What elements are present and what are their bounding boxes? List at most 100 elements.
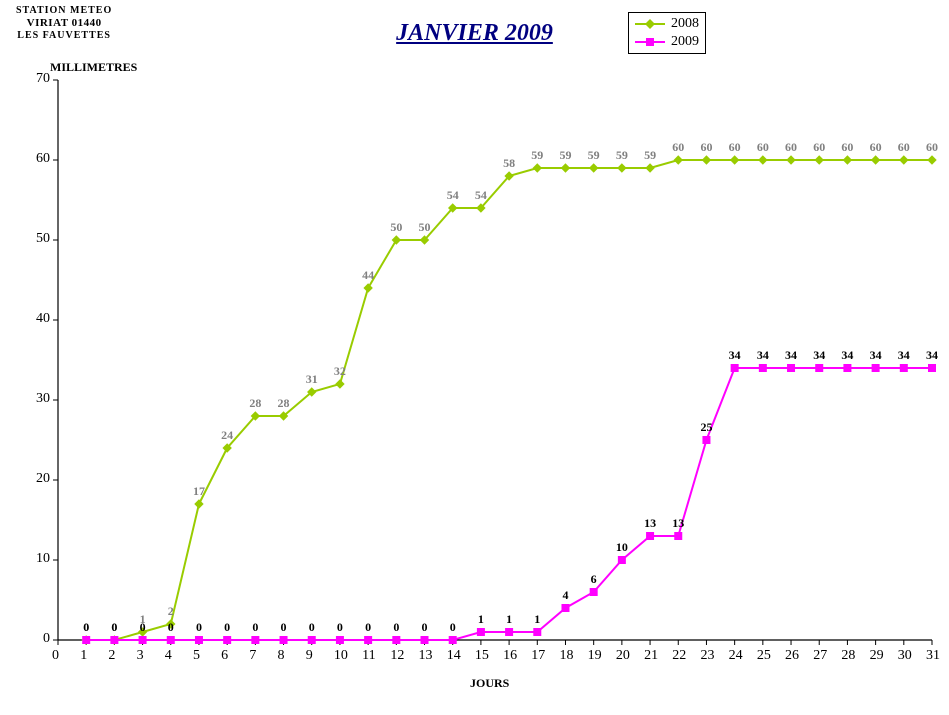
x-tick-label: 25 [757,648,771,664]
data-label: 25 [700,420,712,435]
data-label: 59 [616,148,628,163]
data-label: 0 [196,620,202,635]
data-label: 60 [898,140,910,155]
data-label: 0 [337,620,343,635]
data-label: 59 [588,148,600,163]
data-label: 60 [870,140,882,155]
data-label: 0 [393,620,399,635]
y-tick-label: 30 [36,391,50,407]
data-label: 60 [757,140,769,155]
data-label: 13 [644,516,656,531]
x-tick-label: 24 [729,648,743,664]
data-label: 0 [168,620,174,635]
x-tick-label: 1 [80,648,87,664]
data-label: 32 [334,364,346,379]
data-label: 59 [559,148,571,163]
x-tick-label: 18 [559,648,573,664]
data-label: 54 [447,188,459,203]
data-label: 4 [562,588,568,603]
x-tick-label: 0 [52,648,59,664]
data-label: 34 [926,348,938,363]
data-label: 2 [168,604,174,619]
data-label: 1 [534,612,540,627]
x-tick-label: 20 [616,648,630,664]
data-label: 0 [309,620,315,635]
data-label: 34 [841,348,853,363]
data-label: 60 [841,140,853,155]
data-label: 1 [506,612,512,627]
x-tick-label: 5 [193,648,200,664]
x-tick-label: 23 [700,648,714,664]
data-label: 59 [531,148,543,163]
data-label: 54 [475,188,487,203]
x-tick-label: 19 [588,648,602,664]
data-label: 31 [306,372,318,387]
x-tick-label: 11 [362,648,375,664]
data-label: 34 [898,348,910,363]
x-tick-label: 22 [672,648,686,664]
x-tick-label: 10 [334,648,348,664]
data-label: 0 [83,620,89,635]
data-label: 34 [870,348,882,363]
data-label: 24 [221,428,233,443]
data-label: 59 [644,148,656,163]
data-label: 1 [478,612,484,627]
x-tick-label: 14 [447,648,461,664]
data-label: 0 [365,620,371,635]
x-tick-label: 8 [278,648,285,664]
x-tick-label: 29 [870,648,884,664]
y-tick-label: 50 [36,231,50,247]
data-label: 17 [193,484,205,499]
x-tick-label: 2 [108,648,115,664]
y-tick-label: 20 [36,471,50,487]
data-label: 0 [252,620,258,635]
data-label: 0 [422,620,428,635]
y-tick-label: 40 [36,311,50,327]
data-label: 50 [390,220,402,235]
x-tick-label: 30 [898,648,912,664]
data-label: 50 [419,220,431,235]
data-label: 60 [926,140,938,155]
data-label: 0 [450,620,456,635]
data-label: 60 [729,140,741,155]
x-tick-label: 6 [221,648,228,664]
data-label: 60 [672,140,684,155]
y-tick-label: 0 [43,631,50,647]
x-tick-label: 3 [137,648,144,664]
data-label: 34 [785,348,797,363]
x-tick-label: 17 [531,648,545,664]
data-label: 60 [785,140,797,155]
data-label: 0 [281,620,287,635]
y-tick-label: 70 [36,71,50,87]
data-label: 34 [813,348,825,363]
data-label: 0 [140,620,146,635]
data-label: 34 [729,348,741,363]
chart-plot [0,0,949,715]
data-label: 28 [249,396,261,411]
data-label: 0 [111,620,117,635]
y-tick-label: 60 [36,151,50,167]
x-tick-label: 28 [841,648,855,664]
data-label: 28 [278,396,290,411]
x-tick-label: 7 [249,648,256,664]
data-label: 6 [591,572,597,587]
data-label: 0 [224,620,230,635]
data-label: 60 [700,140,712,155]
x-tick-label: 4 [165,648,172,664]
x-tick-label: 16 [503,648,517,664]
x-tick-label: 27 [813,648,827,664]
x-tick-label: 21 [644,648,658,664]
y-tick-label: 10 [36,551,50,567]
data-label: 34 [757,348,769,363]
data-label: 10 [616,540,628,555]
x-tick-label: 31 [926,648,940,664]
x-tick-label: 9 [306,648,313,664]
x-tick-label: 26 [785,648,799,664]
x-tick-label: 15 [475,648,489,664]
data-label: 13 [672,516,684,531]
data-label: 44 [362,268,374,283]
data-label: 60 [813,140,825,155]
x-tick-label: 13 [419,648,433,664]
x-tick-label: 12 [390,648,404,664]
data-label: 58 [503,156,515,171]
